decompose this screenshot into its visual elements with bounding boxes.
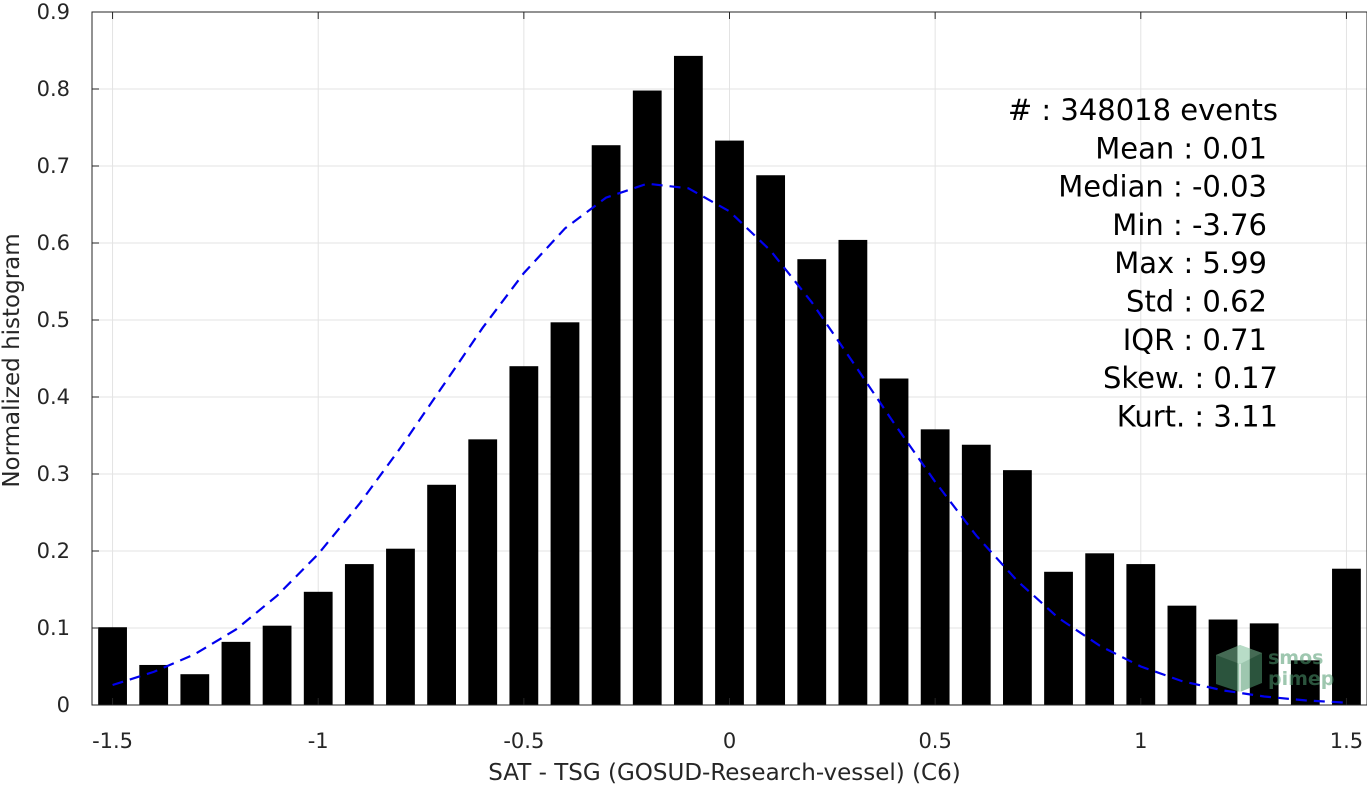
histogram-bar [303,591,333,705]
y-tick-label: 0.5 [37,308,70,332]
x-tick-label: 0.5 [918,729,951,753]
histogram-bar [1003,470,1032,705]
logo-cube-top [1216,645,1262,664]
stat-line: Std : 0.62 [1126,285,1267,319]
histogram-bar [550,322,580,705]
stat-line: Min : -3.76 [1112,208,1267,242]
stat-line: Max : 5.99 [1114,246,1267,280]
x-axis-ticks: -1.5 -1 -0.5 0 0.5 1 1.5 [92,12,1363,753]
y-tick-label: 0.7 [37,154,70,178]
stat-line: Mean : 0.01 [1095,131,1267,165]
y-tick-label: 0 [57,693,70,717]
histogram-bar [879,378,909,705]
y-tick-label: 0.1 [37,616,70,640]
histogram-bar [509,366,539,705]
histogram-bar [468,439,498,705]
statistics-box: # : 348018 events Mean : 0.01 Median : -0.… [1008,93,1278,433]
y-tick-label: 0.6 [37,231,70,255]
histogram-bar [591,145,621,705]
histogram-bar [180,674,210,705]
histogram-bars [98,55,1361,706]
stat-line: Skew. : 0.17 [1103,361,1278,395]
histogram-bar [715,140,744,706]
histogram-bar [673,55,703,705]
histogram-bar [344,564,374,705]
histogram-bar [98,627,127,705]
histogram-bar [632,90,662,706]
logo-text-smos: smos [1268,647,1323,669]
histogram-bar [1126,564,1156,705]
histogram-bar [961,444,991,705]
y-tick-label: 0.8 [37,77,70,101]
logo-text-pimep: pimep [1268,668,1334,690]
histogram-bar [1332,568,1361,705]
histogram-bar [221,641,251,705]
logo-mark [1216,645,1262,692]
x-tick-label: -1.5 [92,729,133,753]
y-tick-label: 0.3 [37,462,70,486]
histogram-bar [1085,553,1115,705]
y-tick-label: 0.4 [37,385,70,409]
x-tick-label: 0 [723,729,736,753]
x-tick-label: -0.5 [503,729,544,753]
y-axis-title: Normalized histogram [0,233,25,487]
histogram-bar [797,259,827,705]
x-tick-label: -1 [308,729,329,753]
gaussian-fit-curve [112,182,1347,704]
gaussian-fit-line [112,182,1347,704]
histogram-bar [262,625,292,705]
stat-line: Median : -0.03 [1058,170,1267,204]
histogram-bar [1167,605,1197,705]
histogram-bar [838,239,868,706]
x-tick-label: 1.5 [1330,729,1363,753]
histogram-bar [1290,660,1320,705]
stat-line: IQR : 0.71 [1123,323,1267,357]
y-tick-label: 0.2 [37,539,70,563]
stat-line: # : 348018 events [1008,93,1278,127]
histogram-bar [1044,571,1073,705]
histogram-bar [920,429,950,705]
stat-line: Kurt. : 3.11 [1117,399,1278,433]
histogram-bar [756,175,786,706]
y-axis-ticks: 0 0.1 0.2 0.3 0.4 0.5 0.6 0.7 0.8 0.9 [37,0,99,717]
histogram-bar [427,484,456,705]
x-tick-label: 1 [1134,729,1147,753]
x-axis-title: SAT - TSG (GOSUD-Research-vessel) (C6) [488,760,960,785]
y-tick-label: 0.9 [37,0,70,24]
histogram-bar [386,548,415,705]
